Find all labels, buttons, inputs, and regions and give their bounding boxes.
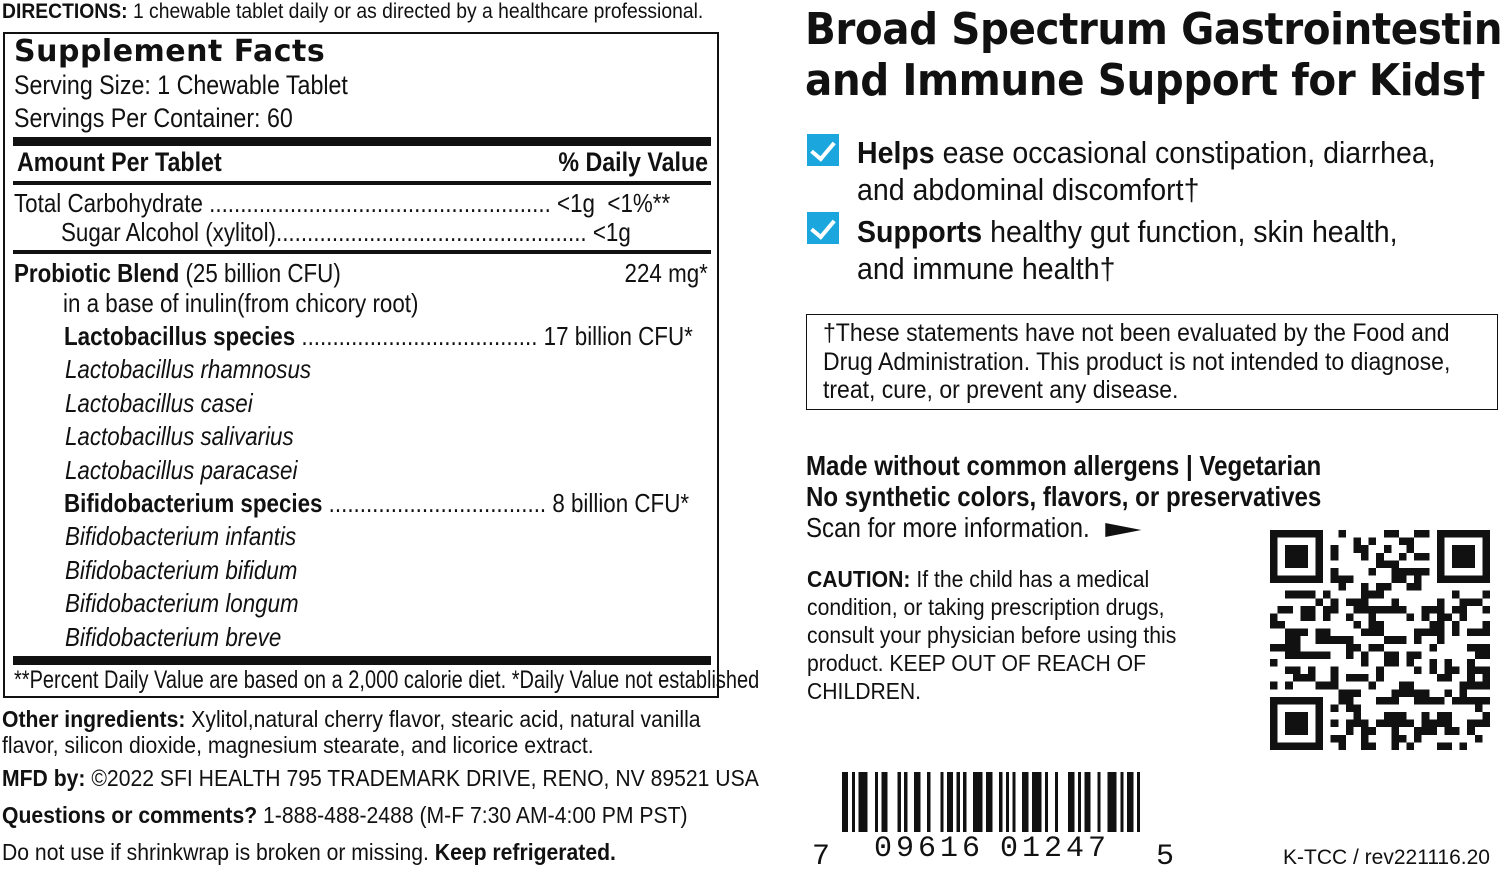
manufacturer: MFD by: ©2022 SFI HEALTH 795 TRADEMARK D…	[2, 765, 759, 792]
benefit-text: ease occasional constipation, diarrhea,	[934, 135, 1436, 170]
strain-item: Lactobacillus casei	[65, 388, 253, 418]
thick-divider	[13, 656, 711, 665]
bifido-dots: ...................................	[322, 488, 547, 518]
benefit-item: Supports healthy gut function, skin heal…	[857, 213, 1398, 250]
strain-item: Lactobacillus paracasei	[65, 455, 298, 485]
caution-warning: CAUTION: If the child has a medical cond…	[807, 565, 1176, 705]
strain-item: Lactobacillus rhamnosus	[65, 354, 312, 384]
other-ingredients-line2: flavor, silicon dioxide, magnesium stear…	[2, 732, 594, 758]
directions: DIRECTIONS: 1 chewable tablet daily or a…	[2, 0, 703, 24]
barcode-digits-left: 09616	[874, 832, 985, 866]
headline-line2: and Immune Support for Kids†	[805, 55, 1486, 106]
directions-text: 1 chewable tablet daily or as directed b…	[127, 0, 704, 23]
carb-dots: ........................................…	[209, 188, 551, 218]
probiotic-cfu: (25 billion CFU)	[179, 258, 341, 288]
benefit-bold: Helps	[857, 135, 935, 170]
lacto-amount: 17 billion CFU*	[543, 321, 693, 351]
sugar-alcohol-row: Sugar Alcohol (xylitol).................…	[61, 217, 631, 248]
daily-value-header: % Daily Value	[558, 147, 708, 177]
caution-line: condition, or taking prescription drugs,	[807, 594, 1165, 620]
phone-number: 1-888-488-2488 (M-F 7:30 AM-4:00 PM PST)	[257, 802, 688, 828]
supplement-facts-panel: Supplement Facts Serving Size: 1 Chewabl…	[3, 32, 759, 698]
caution-text: If the child has a medical	[910, 566, 1150, 592]
lacto-label: Lactobacillus species	[64, 321, 296, 351]
scan-text: Scan for more information.	[806, 512, 1090, 543]
lactobacillus-row: Lactobacillus species ..................…	[64, 321, 693, 352]
bifido-label: Bifidobacterium species	[64, 488, 323, 518]
checkbox-icon	[807, 212, 839, 244]
divider	[13, 250, 711, 254]
lacto-dots: ......................................	[295, 321, 538, 351]
amount-per-tablet-header: Amount Per Tablet	[17, 147, 222, 177]
strain-item: Bifidobacterium bifidum	[65, 555, 298, 585]
probiotic-amount: 224 mg*	[624, 258, 708, 288]
questions-label: Questions or comments?	[2, 802, 258, 828]
disclaimer-line: treat, cure, or prevent any disease.	[823, 376, 1179, 404]
bifido-amount: 8 billion CFU*	[552, 488, 690, 518]
caution-label: CAUTION:	[807, 566, 911, 592]
caution-line: consult your physician before using this	[807, 622, 1177, 648]
divider	[13, 181, 711, 185]
revision-code: K-TCC / rev221116.20	[1283, 846, 1490, 869]
directions-label: DIRECTIONS:	[2, 0, 128, 23]
caution-line: CHILDREN.	[807, 678, 922, 704]
mfd-text: ©2022 SFI HEALTH 795 TRADEMARK DRIVE, RE…	[85, 765, 759, 791]
headline-line1: Broad Spectrum Gastrointestinal	[805, 4, 1500, 55]
caution-line: product. KEEP OUT OF REACH OF	[807, 650, 1147, 676]
facts-title: Supplement Facts	[14, 34, 326, 69]
barcode-digit-first: 7	[812, 840, 831, 870]
caution-line: CAUTION: If the child has a medical	[807, 565, 1176, 593]
strain-item: Bifidobacterium longum	[65, 588, 299, 618]
serving-size: Serving Size: 1 Chewable Tablet	[14, 70, 348, 100]
sugar-alcohol-dots: ........................................…	[276, 217, 587, 247]
thick-divider	[13, 137, 711, 146]
shrinkwrap-warning: Do not use if shrinkwrap is broken or mi…	[2, 839, 616, 866]
disclaimer-text: †These statements have not been evaluate…	[823, 319, 1450, 405]
benefit-bold: Supports	[857, 214, 983, 249]
daily-value-footnote: **Percent Daily Value are based on a 2,0…	[14, 666, 760, 694]
barcode-digit-last: 5	[1156, 840, 1175, 870]
scan-prompt: Scan for more information.	[806, 512, 1142, 544]
benefit-item: Helps ease occasional constipation, diar…	[857, 134, 1436, 171]
bifidobacterium-row: Bifidobacterium species ................…	[64, 488, 689, 519]
questions-contact: Questions or comments? 1-888-488-2488 (M…	[2, 802, 688, 829]
probiotic-blend-row: Probiotic Blend (25 billion CFU)	[14, 258, 341, 289]
inulin-base: in a base of inulin(from chicory root)	[63, 288, 419, 318]
keep-refrigerated: Keep refrigerated.	[434, 839, 616, 865]
product-headline: Broad Spectrum Gastrointestinal and Immu…	[805, 4, 1500, 106]
fda-disclaimer: †These statements have not been evaluate…	[806, 314, 1498, 410]
barcode-icon	[842, 772, 1140, 832]
carb-dv: <1%**	[607, 188, 671, 218]
qr-code-icon[interactable]	[1270, 530, 1490, 750]
probiotic-label: Probiotic Blend	[14, 258, 180, 288]
checkbox-icon	[807, 134, 839, 166]
allergen-statement: Made without common allergens | Vegetari…	[806, 450, 1322, 481]
other-ingredients-line1: Xylitol,natural cherry flavor, stearic a…	[185, 706, 701, 732]
benefit-item-line2: and immune health†	[857, 251, 1116, 286]
sugar-alcohol-amount: <1g	[592, 217, 631, 247]
strain-item: Lactobacillus salivarius	[65, 421, 294, 451]
servings-per-container: Servings Per Container: 60	[14, 103, 293, 133]
shrinkwrap-text: Do not use if shrinkwrap is broken or mi…	[2, 839, 435, 865]
carb-row: Total Carbohydrate .....................…	[14, 188, 670, 219]
strain-item: Bifidobacterium infantis	[65, 521, 297, 551]
other-ingredients-label: Other ingredients:	[2, 706, 186, 732]
benefit-text: healthy gut function, skin health,	[982, 214, 1398, 249]
barcode-digits-right: 01247	[1000, 832, 1111, 866]
other-ingredients: Other ingredients: Xylitol,natural cherr…	[2, 706, 701, 733]
benefit-item-line2: and abdominal discomfort†	[857, 172, 1200, 207]
strain-item: Bifidobacterium breve	[65, 622, 282, 652]
carb-amount: <1g	[557, 188, 595, 218]
disclaimer-line: †These statements have not been evaluate…	[823, 319, 1450, 347]
mfd-label: MFD by:	[2, 765, 86, 791]
disclaimer-line: Drug Administration. This product is not…	[823, 347, 1451, 376]
arrow-right-icon	[1105, 522, 1142, 537]
carb-label: Total Carbohydrate	[14, 188, 210, 218]
synthetic-statement: No synthetic colors, flavors, or preserv…	[806, 481, 1322, 512]
sugar-alcohol-label: Sugar Alcohol (xylitol)	[61, 217, 276, 247]
